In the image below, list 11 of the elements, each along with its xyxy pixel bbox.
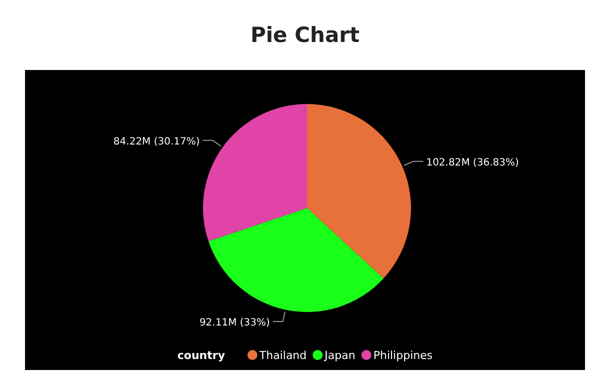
data-label: 84.22M (30.17%) — [113, 136, 200, 148]
chart-title: Pie Chart — [250, 23, 360, 47]
legend-title: country — [177, 349, 225, 362]
legend-label: Thailand — [258, 349, 307, 362]
pie-slice — [307, 104, 411, 278]
pie-slice — [208, 208, 384, 312]
data-label: 102.82M (36.83%) — [426, 157, 520, 168]
data-label: 92.11M (33%) — [199, 317, 270, 328]
legend-label: Philippines — [373, 349, 433, 362]
pie-slice — [203, 104, 307, 242]
legend-label: Japan — [324, 349, 356, 362]
